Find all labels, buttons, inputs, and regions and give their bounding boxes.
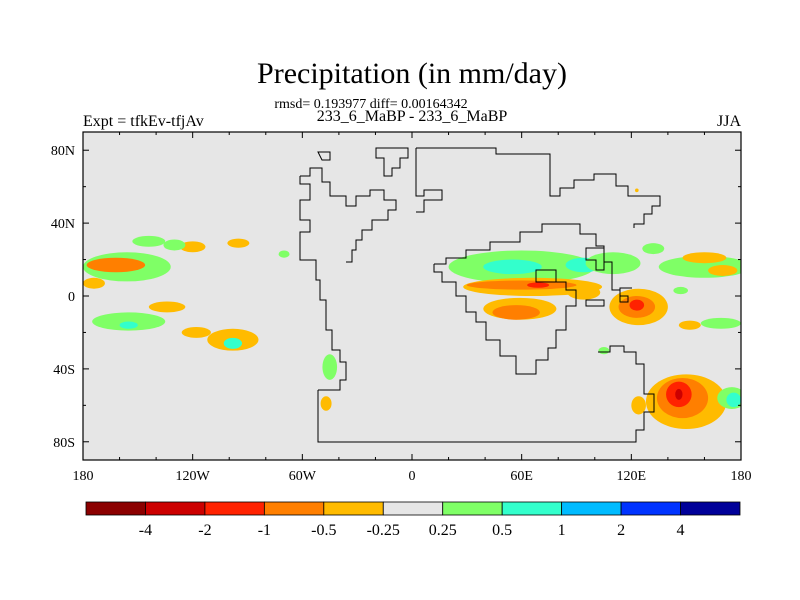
- colorbar-tick-label: 0.25: [429, 522, 457, 539]
- y-tick-label: 40S: [53, 363, 75, 378]
- colorbar-tick-label: -4: [139, 522, 152, 539]
- contour-fields: [83, 188, 741, 430]
- chart-title: Precipitation (in mm/day): [257, 57, 567, 90]
- colorbar-swatch: [85, 501, 146, 516]
- contour-region-22: [527, 282, 550, 288]
- contour-region-10: [119, 321, 138, 329]
- x-tick-label: 120W: [176, 469, 211, 484]
- contour-region-29: [642, 243, 665, 255]
- arabian-peninsula-outline: [535, 269, 557, 283]
- colorbar-swatch: [501, 501, 563, 516]
- contour-region-24: [492, 305, 540, 320]
- arabia-india-outline: [434, 223, 613, 276]
- greenland-outline: [375, 147, 409, 177]
- indonesia-outline: [585, 299, 605, 307]
- contour-region-34: [700, 317, 741, 329]
- contour-region-44: [634, 188, 639, 193]
- contour-region-17: [483, 259, 542, 275]
- southeast-asia-outline: [611, 276, 632, 303]
- colorbar-tick-label: -0.5: [311, 522, 336, 539]
- contour-region-40: [675, 388, 683, 400]
- colorbar-swatch: [323, 501, 384, 516]
- x-tick-label: 120E: [617, 469, 647, 484]
- colorbar-swatch: [382, 501, 444, 516]
- europe-outline: [415, 148, 443, 213]
- y-tick-label: 80N: [51, 144, 75, 159]
- india-outline: [585, 247, 605, 271]
- case-label: 233_6_MaBP - 233_6_MaBP: [317, 108, 508, 125]
- colorbar-tick-label: 4: [677, 522, 685, 539]
- y-tick-label: 40N: [51, 217, 75, 232]
- contour-region-31: [682, 252, 727, 264]
- contour-region-3: [227, 238, 250, 248]
- contour-region-32: [708, 265, 738, 276]
- y-tick-label: 80S: [53, 436, 75, 451]
- season-label: JJA: [717, 113, 741, 130]
- contour-region-33: [673, 286, 688, 295]
- colorbar-swatch: [680, 501, 741, 516]
- x-tick-label: 180: [731, 469, 752, 484]
- colorbar-swatch: [145, 501, 206, 516]
- y-tick-label: 0: [68, 290, 75, 305]
- contour-region-15: [320, 396, 332, 411]
- colorbar-tick-label: 0.5: [492, 522, 512, 539]
- contour-region-42: [726, 392, 741, 408]
- colorbar-swatch: [620, 501, 681, 516]
- contour-region-8: [148, 301, 186, 313]
- contour-region-25: [567, 285, 601, 300]
- americas-outline: [299, 176, 347, 391]
- contour-region-21: [466, 280, 577, 290]
- contour-region-35: [678, 320, 701, 330]
- experiment-label: Expt = tfkEv-tfjAv: [83, 113, 204, 130]
- colorbar-tick-label: -2: [198, 522, 211, 539]
- y-axis: 80N 40N 0 40S 80S: [51, 144, 741, 451]
- arctic-island-outline: [317, 151, 331, 161]
- colorbar-tick-label: 2: [617, 522, 625, 539]
- colorbar-tick-label: -1: [258, 522, 271, 539]
- colorbar-swatch: [442, 501, 503, 516]
- x-tick-label: 0: [409, 469, 416, 484]
- colorbar-tick-label: 1: [558, 522, 566, 539]
- x-tick-label: 60W: [289, 469, 317, 484]
- contour-region-6: [132, 235, 166, 247]
- x-tick-label: 60E: [510, 469, 533, 484]
- contour-region-2: [179, 241, 206, 253]
- stats-label: rmsd= 0.193977 diff= 0.00164342: [274, 97, 467, 112]
- africa-outline: [433, 264, 577, 375]
- contour-region-36: [598, 347, 610, 355]
- contour-region-7: [163, 239, 186, 251]
- colorbar-swatch: [561, 501, 622, 516]
- contour-region-14: [322, 354, 338, 380]
- colorbar-tick-label: -0.25: [367, 522, 400, 539]
- contour-region-5: [83, 277, 105, 289]
- continent-outlines: [299, 147, 661, 443]
- colorbar-swatch: [204, 501, 265, 516]
- north-america-outline: [300, 167, 397, 263]
- southern-landmass-outline: [317, 345, 655, 443]
- contour-region-4: [278, 250, 290, 258]
- contour-region-1: [86, 257, 146, 273]
- x-tick-label: 180: [73, 469, 94, 484]
- contour-region-19: [585, 252, 641, 275]
- contour-region-28: [629, 299, 645, 311]
- asia-outline: [416, 147, 661, 228]
- contour-region-43: [631, 396, 646, 415]
- colorbar-swatch: [263, 501, 325, 516]
- x-axis: 180 120W 60W 0 60E 120E 180: [73, 132, 752, 484]
- colorbar-legend: -4 -2 -1 -0.5 -0.25 0.25 0.5 1 2 4: [85, 501, 741, 539]
- contour-region-11: [181, 326, 211, 338]
- contour-region-13: [223, 337, 243, 349]
